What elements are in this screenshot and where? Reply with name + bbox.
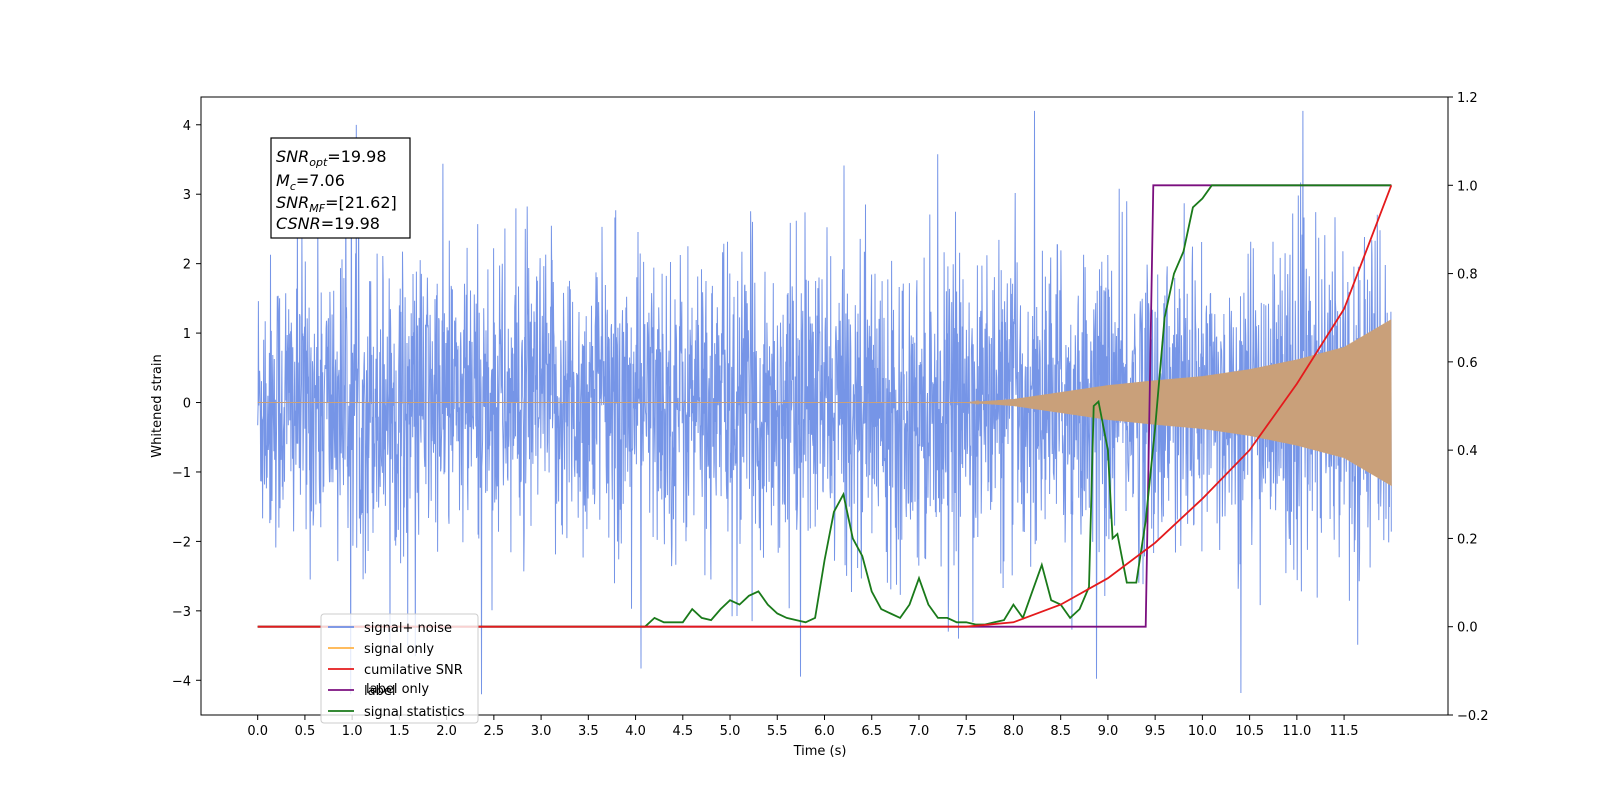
x-tick-label: 10.5 <box>1235 724 1264 739</box>
svg-text:Mc=7.06: Mc=7.06 <box>276 171 345 193</box>
y-axis-left: 4 3 2 1 0 −1 −2 −3 −4 <box>172 119 201 689</box>
signal-noise-series <box>257 110 1392 695</box>
x-axis: 0.0 0.5 1.0 1.5 2.0 2.5 3.0 3.5 4.0 4.5 5.0 5.5 6.0 6… <box>247 715 1359 739</box>
x-tick-label: 6.0 <box>814 724 835 739</box>
y-left-tick-label: 2 <box>183 258 191 273</box>
y-right-tick-label: 0.4 <box>1457 444 1478 459</box>
legend-entry: label <box>364 684 395 699</box>
x-tick-label: 6.5 <box>861 724 882 739</box>
cumilative-snr-line <box>257 184 1393 628</box>
x-tick-label: 9.0 <box>1098 724 1119 739</box>
x-tick-label: 11.5 <box>1330 724 1359 739</box>
legend-hidden-text: label only <box>366 682 429 697</box>
legend-entry: signal only <box>364 642 434 657</box>
signal-noise-line <box>257 110 1392 695</box>
x-tick-label: 7.0 <box>909 724 930 739</box>
annotation-box: SNRopt=19.98 Mc=7.06 SNRMF=[21.62] CSNR=… <box>270 137 411 239</box>
signal-only-line <box>257 319 1392 486</box>
legend-entry: signal+ noise <box>364 621 452 636</box>
x-tick-label: 9.5 <box>1145 724 1166 739</box>
x-tick-label: 11.0 <box>1282 724 1311 739</box>
svg-text:SNRMF=[21.62]: SNRMF=[21.62] <box>276 193 397 215</box>
x-tick-label: 4.0 <box>625 724 646 739</box>
x-tick-label: 2.5 <box>484 724 505 739</box>
signal-statistics-line <box>257 184 1392 628</box>
y-left-tick-label: −1 <box>172 466 191 481</box>
x-tick-label: 0.5 <box>295 724 316 739</box>
x-tick-label: 5.5 <box>767 724 788 739</box>
y-right-tick-label: 0.6 <box>1457 356 1478 371</box>
y-left-tick-label: 4 <box>183 119 191 134</box>
right-axis-series <box>257 184 1393 628</box>
y-left-tick-label: 3 <box>183 188 191 203</box>
y-axis-right: 1.2 1.0 0.8 0.6 0.4 0.2 0.0 −0.2 <box>1448 91 1489 724</box>
y-right-tick-label: 0.8 <box>1457 268 1478 283</box>
signal-only-series <box>257 319 1392 486</box>
x-tick-label: 8.0 <box>1003 724 1024 739</box>
y-left-tick-label: −2 <box>172 535 191 550</box>
x-tick-label: 10.0 <box>1188 724 1217 739</box>
x-tick-label: 1.5 <box>389 724 410 739</box>
x-tick-label: 4.5 <box>672 724 693 739</box>
svg-text:SNRopt=19.98: SNRopt=19.98 <box>276 147 387 169</box>
x-tick-label: 7.5 <box>956 724 977 739</box>
legend-entry: signal statistics <box>364 705 465 720</box>
y-right-tick-label: 0.2 <box>1457 532 1478 547</box>
y-right-tick-label: 0.0 <box>1457 621 1478 636</box>
x-tick-label: 5.0 <box>720 724 741 739</box>
y-left-tick-label: 1 <box>183 327 191 342</box>
y-right-tick-label: −0.2 <box>1457 709 1489 724</box>
legend: label only signal+ noise signal only cumil… <box>320 613 479 724</box>
x-tick-label: 3.0 <box>531 724 552 739</box>
x-tick-label: 2.0 <box>436 724 457 739</box>
y-left-tick-label: −3 <box>172 605 191 620</box>
x-tick-label: 3.5 <box>578 724 599 739</box>
y-left-tick-label: −4 <box>172 674 191 689</box>
x-axis-label: Time (s) <box>793 744 847 759</box>
y-axis-label: Whitened strain <box>150 354 165 457</box>
legend-entry: cumilative SNR <box>364 663 463 678</box>
y-right-tick-label: 1.2 <box>1457 91 1478 106</box>
x-tick-label: 1.0 <box>342 724 363 739</box>
y-right-tick-label: 1.0 <box>1457 179 1478 194</box>
x-tick-label: 8.5 <box>1050 724 1071 739</box>
x-tick-label: 0.0 <box>247 724 268 739</box>
svg-text:CSNR=19.98: CSNR=19.98 <box>276 214 380 233</box>
y-left-tick-label: 0 <box>183 397 191 412</box>
